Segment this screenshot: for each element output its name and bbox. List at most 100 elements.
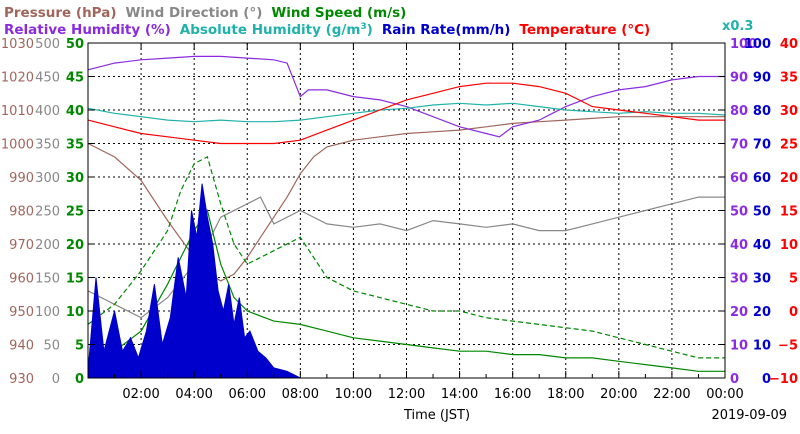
legend-item-0: Pressure (hPa) bbox=[4, 5, 117, 21]
y-tick-wind_speed-9: 45 bbox=[66, 71, 84, 86]
y-tick-wind_direction-2: 100 bbox=[35, 305, 60, 320]
legend-superscript: 3 bbox=[360, 22, 366, 32]
legend-item-5: Rain Rate(mm/h) bbox=[382, 22, 511, 38]
y-tick-temperature-0: −10 bbox=[769, 372, 798, 387]
y-tick-temperature-8: 30 bbox=[780, 104, 798, 119]
legend-item-6: Temperature (°C) bbox=[519, 22, 650, 38]
y-tick-wind_speed-2: 10 bbox=[66, 305, 84, 320]
legend-close-paren: ) bbox=[367, 22, 373, 38]
date-label: 2019-09-09 bbox=[711, 408, 787, 423]
x-axis-label: Time (JST) bbox=[403, 408, 470, 423]
y-tick-wind_direction-5: 250 bbox=[35, 205, 60, 220]
y-tick-temperature-4: 10 bbox=[780, 238, 798, 253]
y-tick-rain_rate-0: 0 bbox=[762, 372, 771, 387]
y-tick-humidity-10: 100 bbox=[730, 37, 757, 52]
x-tick-label-4: 10:00 bbox=[335, 387, 372, 402]
y-tick-wind_speed-1: 5 bbox=[75, 339, 84, 354]
legend: Pressure (hPa) Wind Direction (°) Wind Spe… bbox=[4, 5, 753, 38]
y-tick-wind_speed-7: 35 bbox=[66, 138, 84, 153]
y-tick-wind_direction-10: 500 bbox=[35, 37, 60, 52]
y-tick-rain_rate-5: 50 bbox=[753, 205, 771, 220]
y-tick-pressure-9: 1020 bbox=[1, 71, 34, 86]
y-tick-temperature-6: 20 bbox=[780, 171, 798, 186]
series-line-5 bbox=[87, 209, 725, 372]
y-tick-temperature-9: 35 bbox=[780, 71, 798, 86]
legend-item-3: Relative Humidity (%) bbox=[4, 22, 171, 38]
y-tick-wind_direction-4: 200 bbox=[35, 238, 60, 253]
y-tick-wind_direction-0: 0 bbox=[52, 372, 60, 387]
y-tick-wind_speed-4: 20 bbox=[66, 238, 84, 253]
y-tick-pressure-8: 1010 bbox=[1, 104, 34, 119]
y-tick-wind_direction-6: 300 bbox=[35, 171, 60, 186]
y-tick-pressure-2: 950 bbox=[9, 305, 34, 320]
y-tick-wind_speed-8: 40 bbox=[66, 104, 84, 119]
series-rain-rate bbox=[87, 183, 301, 379]
x-tick-label-6: 14:00 bbox=[441, 387, 478, 402]
y-tick-temperature-7: 25 bbox=[780, 138, 798, 153]
y-tick-wind_direction-1: 50 bbox=[43, 339, 60, 354]
y-tick-pressure-3: 960 bbox=[9, 272, 34, 287]
y-tick-rain_rate-2: 20 bbox=[753, 305, 771, 320]
y-tick-humidity-6: 60 bbox=[730, 171, 748, 186]
y-tick-rain_rate-4: 40 bbox=[753, 238, 771, 253]
y-tick-wind_speed-0: 0 bbox=[75, 372, 84, 387]
y-tick-pressure-1: 940 bbox=[9, 339, 34, 354]
y-tick-temperature-1: −5 bbox=[778, 339, 798, 354]
y-tick-humidity-3: 30 bbox=[730, 272, 748, 287]
legend-item-7: x0.3 bbox=[722, 19, 753, 34]
x-tick-label-7: 16:00 bbox=[494, 387, 531, 402]
x-tick-label-11: 00:00 bbox=[706, 387, 743, 402]
y-tick-pressure-7: 1000 bbox=[1, 138, 34, 153]
y-tick-rain_rate-9: 90 bbox=[753, 71, 771, 86]
series-line-6 bbox=[87, 156, 725, 359]
y-tick-humidity-7: 70 bbox=[730, 138, 748, 153]
y-tick-rain_rate-8: 80 bbox=[753, 104, 771, 119]
legend-item-1: Wind Direction (°) bbox=[126, 5, 263, 21]
y-tick-humidity-0: 0 bbox=[730, 372, 739, 387]
x-tick-label-1: 04:00 bbox=[175, 387, 212, 402]
series-line-3 bbox=[87, 82, 725, 145]
legend-item-2: Wind Speed (m/s) bbox=[271, 5, 406, 21]
y-tick-temperature-2: 0 bbox=[789, 305, 798, 320]
legend-item-4: Absolute Humidity (g/m3) bbox=[180, 22, 373, 38]
x-tick-label-2: 06:00 bbox=[229, 387, 266, 402]
y-tick-temperature-5: 15 bbox=[780, 205, 798, 220]
y-tick-pressure-6: 990 bbox=[9, 171, 34, 186]
y-tick-pressure-0: 930 bbox=[9, 372, 34, 387]
y-tick-rain_rate-6: 60 bbox=[753, 171, 771, 186]
y-tick-wind_direction-3: 150 bbox=[35, 272, 60, 287]
y-tick-wind_direction-9: 450 bbox=[35, 71, 60, 86]
series-line-2 bbox=[87, 102, 726, 123]
y-tick-wind_direction-7: 350 bbox=[35, 138, 60, 153]
plot-area bbox=[87, 55, 726, 379]
y-tick-wind_speed-3: 15 bbox=[66, 272, 84, 287]
x-tick-label-3: 08:00 bbox=[282, 387, 319, 402]
y-tick-pressure-4: 970 bbox=[9, 238, 34, 253]
y-tick-rain_rate-10: 100 bbox=[744, 37, 771, 52]
y-tick-humidity-9: 90 bbox=[730, 71, 748, 86]
y-tick-humidity-8: 80 bbox=[730, 104, 748, 119]
y-tick-rain_rate-3: 30 bbox=[753, 272, 771, 287]
y-tick-wind_speed-6: 30 bbox=[66, 171, 84, 186]
y-tick-wind_speed-5: 25 bbox=[66, 205, 84, 220]
y-tick-pressure-5: 980 bbox=[9, 205, 34, 220]
y-tick-temperature-10: 40 bbox=[780, 37, 798, 52]
x-tick-label-8: 18:00 bbox=[547, 387, 584, 402]
y-tick-pressure-10: 1030 bbox=[1, 37, 34, 52]
y-tick-humidity-4: 40 bbox=[730, 238, 748, 253]
x-tick-label-10: 22:00 bbox=[653, 387, 690, 402]
series-line-1 bbox=[87, 55, 725, 138]
x-tick-label-5: 12:00 bbox=[388, 387, 425, 402]
y-tick-wind_direction-8: 400 bbox=[35, 104, 60, 119]
y-tick-temperature-3: 5 bbox=[789, 272, 798, 287]
y-tick-wind_speed-10: 50 bbox=[66, 37, 84, 52]
axes: 02:00 04:00 06:00 08:00 10:00 12:00 14:00 16:00… bbox=[1, 37, 798, 402]
x-tick-label-9: 20:00 bbox=[600, 387, 637, 402]
y-tick-humidity-1: 10 bbox=[730, 339, 748, 354]
x-tick-label-0: 02:00 bbox=[122, 387, 159, 402]
y-tick-humidity-5: 50 bbox=[730, 205, 748, 220]
y-tick-rain_rate-1: 10 bbox=[753, 339, 771, 354]
y-tick-humidity-2: 20 bbox=[730, 305, 748, 320]
y-tick-rain_rate-7: 70 bbox=[753, 138, 771, 153]
